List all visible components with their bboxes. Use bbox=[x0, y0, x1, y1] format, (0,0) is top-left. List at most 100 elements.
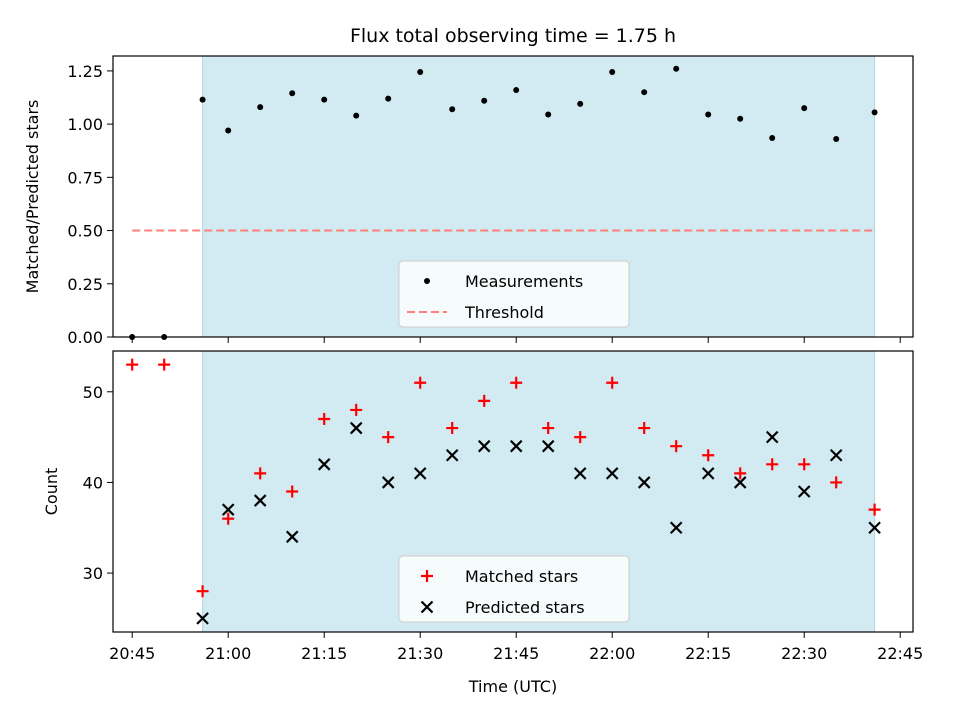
matched-stars-point bbox=[542, 422, 555, 435]
legend-box bbox=[398, 260, 630, 328]
legend-label: Threshold bbox=[464, 303, 544, 322]
legend-marker-x bbox=[420, 600, 434, 614]
x-tick-label: 21:00 bbox=[205, 644, 251, 663]
matched-stars-point bbox=[414, 376, 427, 389]
matched-stars-point bbox=[478, 394, 491, 407]
measurement-point bbox=[449, 106, 456, 113]
measurement-point bbox=[257, 104, 264, 111]
axes-frame bbox=[112, 55, 914, 338]
y-axis-label: Matched/Predicted stars bbox=[23, 100, 42, 294]
matched-stars-point bbox=[702, 449, 715, 462]
legend-box bbox=[398, 555, 630, 623]
legend-label: Measurements bbox=[465, 272, 583, 291]
x-axis-label: Time (UTC) bbox=[468, 677, 557, 696]
predicted-stars-point bbox=[509, 439, 523, 453]
chart-title: Flux total observing time = 1.75 h bbox=[350, 25, 676, 47]
measurement-point bbox=[641, 89, 648, 96]
measurement-point bbox=[577, 100, 584, 107]
x-tick-label: 22:00 bbox=[589, 644, 635, 663]
matched-stars-point bbox=[286, 485, 299, 498]
y-tick-label: 30 bbox=[83, 564, 103, 583]
matched-stars-point bbox=[766, 458, 779, 471]
y-axis-label: Count bbox=[42, 468, 61, 516]
measurement-point bbox=[225, 127, 232, 134]
predicted-stars-point bbox=[637, 476, 651, 489]
measurement-point bbox=[417, 68, 424, 75]
measurement-point bbox=[833, 136, 840, 143]
predicted-stars-point bbox=[868, 521, 881, 535]
measurement-point bbox=[353, 112, 360, 119]
predicted-stars-point bbox=[317, 458, 331, 471]
axes-frame bbox=[112, 350, 914, 633]
x-tick-label: 21:15 bbox=[301, 644, 347, 663]
predicted-stars-point bbox=[445, 448, 459, 462]
y-tick-label: 0.25 bbox=[67, 275, 103, 294]
x-tick-label: 21:30 bbox=[397, 644, 443, 663]
matched-stars-point bbox=[670, 440, 683, 453]
matched-stars-point bbox=[222, 512, 235, 525]
matched-stars-point bbox=[126, 358, 139, 371]
matched-stars-point bbox=[606, 376, 619, 389]
predicted-stars-point bbox=[669, 521, 683, 535]
measurement-point bbox=[199, 96, 206, 103]
measurement-point bbox=[321, 96, 328, 103]
measurement-point bbox=[871, 109, 878, 116]
matched-stars-point bbox=[158, 358, 171, 371]
predicted-stars-point bbox=[541, 439, 555, 453]
measurement-point bbox=[769, 134, 776, 141]
measurement-point bbox=[385, 95, 392, 102]
predicted-stars-point bbox=[253, 494, 267, 507]
legend-label: Predicted stars bbox=[465, 598, 585, 617]
legend-marker-dot bbox=[424, 278, 430, 284]
x-tick-label: 22:15 bbox=[685, 644, 731, 663]
measurement-point bbox=[705, 111, 712, 118]
predicted-stars-point bbox=[797, 485, 811, 498]
legend: Measurements Threshold bbox=[398, 260, 630, 328]
matched-stars-point bbox=[574, 431, 587, 444]
legend: Matched stars Predicted stars bbox=[398, 555, 630, 623]
matched-stars-point bbox=[446, 422, 459, 435]
matched-stars-point bbox=[254, 467, 267, 480]
measurement-point bbox=[513, 87, 520, 94]
y-tick-label: 0.50 bbox=[67, 222, 103, 241]
y-tick-label: 0.75 bbox=[67, 168, 103, 187]
top-panel: 0.00 0.25 0.50 0.75 1.00 1.25 Matched/Predicte… bbox=[23, 55, 914, 347]
measurement-point bbox=[737, 115, 744, 122]
predicted-stars-point bbox=[381, 476, 395, 489]
y-tick-label: 0.00 bbox=[67, 328, 103, 347]
predicted-stars-point bbox=[477, 439, 491, 453]
predicted-stars-point bbox=[413, 467, 427, 480]
y-tick-label: 50 bbox=[83, 383, 103, 402]
matched-stars-point bbox=[196, 585, 209, 598]
measurement-point bbox=[545, 111, 552, 118]
matched-stars-point bbox=[734, 467, 747, 480]
predicted-stars-point bbox=[733, 476, 747, 489]
predicted-stars-point bbox=[349, 421, 363, 435]
matched-stars-point bbox=[638, 422, 651, 435]
measurement-point bbox=[801, 105, 808, 112]
legend-label: Matched stars bbox=[465, 567, 578, 586]
predicted-stars-point bbox=[221, 503, 235, 516]
y-tick-label: 40 bbox=[83, 473, 103, 492]
measurement-point bbox=[289, 90, 296, 97]
predicted-stars-point bbox=[701, 467, 715, 480]
predicted-stars-point bbox=[285, 530, 299, 544]
predicted-stars-point bbox=[605, 467, 619, 480]
matched-stars-point bbox=[798, 458, 811, 471]
y-tick-label: 1.25 bbox=[67, 62, 103, 81]
measurement-point bbox=[481, 97, 488, 104]
legend-marker-plus bbox=[421, 570, 433, 582]
matched-stars-point bbox=[318, 412, 331, 425]
predicted-stars-point bbox=[196, 612, 209, 625]
predicted-stars-point bbox=[829, 448, 843, 462]
bottom-panel: 30 40 50 20:45 21:00 21:15 21:30 21:45 22:00 22:1… bbox=[42, 350, 923, 696]
y-tick-label: 1.00 bbox=[67, 115, 103, 134]
predicted-stars-point bbox=[573, 467, 587, 480]
x-tick-label: 20:45 bbox=[109, 644, 155, 663]
x-tick-label: 22:45 bbox=[877, 644, 923, 663]
x-tick-label: 22:30 bbox=[781, 644, 827, 663]
matched-stars-point bbox=[350, 403, 363, 416]
matched-stars-point bbox=[830, 476, 843, 489]
matched-stars-point bbox=[382, 431, 395, 444]
